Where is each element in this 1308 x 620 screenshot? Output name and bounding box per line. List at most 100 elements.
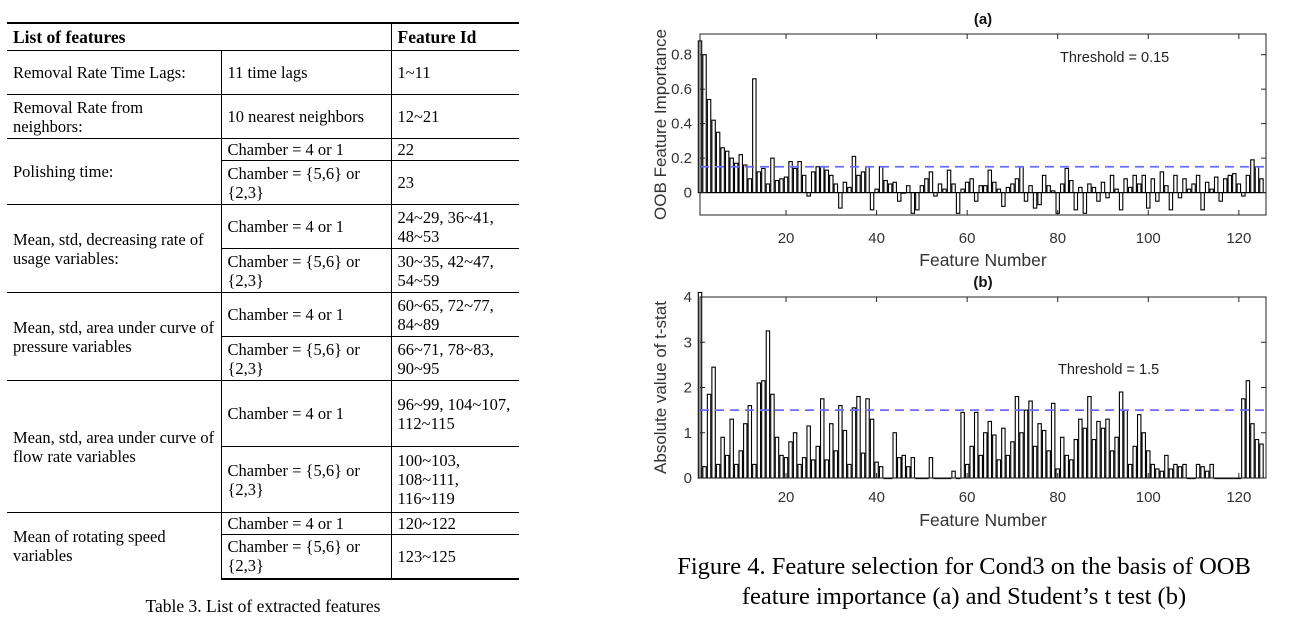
chart-b-y-tick-label: 4 [684, 289, 692, 306]
chart-b-bar [1141, 432, 1146, 479]
condition-cell: Chamber = {5,6} or {2,3} [220, 248, 391, 293]
chart-b-bar [1028, 400, 1033, 479]
chart-b-bar [810, 459, 816, 479]
chart-a-bar [1005, 186, 1011, 194]
chart-a-bar [1186, 188, 1192, 194]
chart-a-bar [1241, 192, 1246, 197]
chart-b-bar [1059, 436, 1065, 479]
chart-b-bar [1091, 438, 1097, 479]
chart-a-bar [919, 185, 925, 194]
chart-b-bar [1032, 445, 1038, 479]
chart-a-bar [1191, 183, 1196, 194]
chart-a-bar [1200, 192, 1205, 211]
condition-cell: Chamber = 4 or 1 [220, 512, 391, 535]
chart-a-bar [806, 192, 811, 197]
chart-a-bar [1155, 192, 1160, 202]
table-row: Mean, std, area under curve of flow rate… [7, 380, 519, 513]
table-row: Chamber = {5,6} or {2,3} 66~71, 78~83, 9… [7, 336, 519, 381]
header-feature-id: Feature Id [390, 22, 519, 51]
chart-b-bar [1209, 463, 1214, 479]
chart-a-bar [1059, 183, 1065, 194]
chart-a-bar [792, 167, 798, 194]
feature-id-cell: 30~35, 42~47, 54~59 [390, 248, 519, 293]
chart-a-bar [896, 192, 902, 202]
chart-a-bar [1096, 192, 1101, 202]
feature-id-cell: 60~65, 72~77, 84~89 [390, 292, 519, 337]
chart-a-bar [724, 150, 730, 194]
table-row: Chamber = {5,6} or {2,3} 123~125 [7, 534, 519, 580]
chart-a-bar [1118, 192, 1124, 211]
chart-a-bar [738, 154, 744, 194]
chart-b-bar [847, 463, 852, 479]
chart-b-x-tick-label: 20 [778, 489, 795, 506]
chart-a-bar [1177, 192, 1183, 199]
chart-b-bar [842, 429, 848, 479]
chart-a-bar [1082, 192, 1088, 214]
chart-a-bar [892, 181, 897, 194]
chart-a-bar [842, 181, 848, 194]
chart-b-bar [1195, 463, 1201, 479]
chart-b-bar [752, 463, 757, 479]
chart-a-bar [733, 162, 739, 194]
chart-b-bar [833, 450, 839, 479]
chart-a-bar [869, 192, 875, 211]
chart-a-x-tick-label: 120 [1226, 230, 1251, 247]
features-table: List of features Feature Id Removal Rate… [7, 22, 519, 580]
chart-b-bar [892, 432, 897, 479]
chart-b-bar [1114, 436, 1119, 479]
chart-b-bar [1064, 454, 1070, 479]
chart-a-bar [856, 174, 861, 194]
chart-b-bar [1159, 470, 1165, 479]
chart-a-bar [1073, 192, 1079, 211]
chart-a-bar [1159, 171, 1165, 194]
chart-b-bar [851, 407, 857, 479]
group-cell: Mean, std, area under curve of flow rate… [7, 380, 221, 513]
chart-b-bar [1200, 466, 1205, 479]
chart-a-bar [752, 78, 757, 194]
chart-a-x-tick-label: 100 [1136, 230, 1161, 247]
condition-cell: Chamber = 4 or 1 [220, 138, 391, 161]
condition-cell: Chamber = {5,6} or {2,3} [220, 446, 391, 513]
chart-b-bar [715, 463, 721, 479]
chart-b-x-axis-label: Feature Number [919, 510, 1047, 530]
chart-b-bar [1050, 402, 1056, 479]
chart-a-bar [1173, 174, 1178, 194]
feature-id-cell: 66~71, 78~83, 90~95 [390, 336, 519, 381]
chart-b-bar [774, 436, 780, 479]
chart-a-bar [964, 181, 970, 194]
chart-a-y-tick-label: 0.8 [671, 47, 692, 64]
group-cell: Removal Rate Time Lags: [7, 50, 221, 95]
chart-b-bar [1182, 463, 1187, 479]
chart-a-bar [1032, 192, 1038, 209]
chart-a-bar [992, 181, 997, 194]
chart-a-bar [878, 166, 884, 194]
chart-b-bar [869, 418, 875, 479]
chart-a-bar [765, 183, 771, 194]
figure-panel: 20 40 60 80 100 120 0 0.2 0.4 0.6 0.8 (a) Feature Nu… [620, 0, 1308, 620]
feature-id-cell: 22 [390, 138, 519, 161]
table-row: Mean of rotating speed variables Chamber… [7, 512, 519, 579]
chart-b-bar [756, 382, 762, 479]
chart-b-bar [960, 411, 965, 479]
chart-a-y-tick-label: 0.4 [671, 116, 692, 133]
chart-b-bar [729, 418, 734, 479]
chart-a-bar [820, 166, 825, 194]
chart-b-bar [901, 454, 907, 479]
chart-a-bar [1259, 178, 1264, 194]
chart-a-bar [887, 183, 893, 194]
chart-a-bar [1114, 188, 1119, 194]
chart-b-bar [1005, 454, 1011, 479]
chart-a-bar [996, 188, 1002, 194]
chart-a-bar [1109, 174, 1115, 194]
chart-b-bar [1041, 429, 1047, 479]
chart-b-bar [906, 466, 911, 479]
chart-b-bar [1023, 409, 1029, 479]
feature-id-cell: 12~21 [390, 94, 519, 139]
table-row: Chamber = {5,6} or {2,3} 23 [7, 160, 519, 205]
chart-a-bar [960, 188, 965, 194]
chart-a-bar [747, 178, 753, 194]
chart-a-bar [1146, 192, 1151, 209]
chart-b-y-axis-label: Absolute value of t-stat [651, 301, 670, 474]
chart-b-bar [724, 454, 730, 479]
chart-b-x-tick-label: 40 [868, 489, 885, 506]
